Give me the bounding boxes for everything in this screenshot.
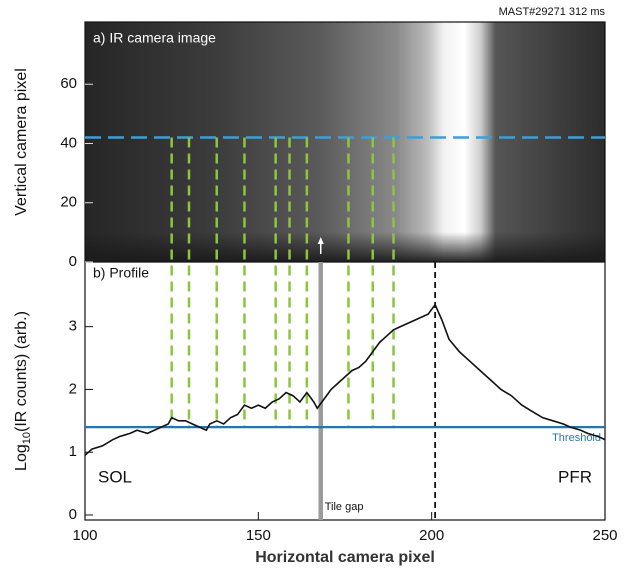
threshold-label: Threshold [552, 432, 601, 444]
y-axis-label-a: Vertical camera pixel [13, 68, 30, 216]
tile-gap-arrowhead [317, 237, 324, 244]
y-label-sub: 10 [21, 432, 33, 444]
panel-b-title: b) Profile [93, 265, 149, 281]
x-axis-label: Horizontal camera pixel [255, 549, 435, 566]
profile-line [84, 303, 606, 456]
y-tick-label: 0 [69, 506, 77, 523]
x-tick-label: 250 [592, 527, 617, 544]
pfr-label: PFR [558, 467, 592, 486]
y-tick-label: 1 [69, 443, 77, 460]
x-tick-label: 150 [246, 527, 271, 544]
y-label-rest: (IR counts) (arb.) [13, 311, 30, 432]
x-tick-label: 200 [419, 527, 444, 544]
y-axis-label-b: Log10(IR counts) (arb.) [13, 311, 33, 471]
tile-gap-label: Tile gap [325, 501, 364, 513]
y-label-base: Log [13, 444, 30, 471]
camera-floor [85, 232, 605, 262]
y-tick-label: 2 [69, 380, 77, 397]
y-tick-label: 0 [69, 253, 77, 270]
camera-image [85, 22, 605, 262]
y-tick-label: 20 [60, 194, 77, 211]
y-tick-label: 40 [60, 134, 77, 151]
sol-label: SOL [98, 467, 132, 486]
frame [84, 21, 606, 521]
y-tick-label: 60 [60, 75, 77, 92]
header: MAST#29271 312 ms [499, 6, 606, 18]
panel-a-title: a) IR camera image [93, 30, 216, 46]
y-tick-label: 3 [69, 318, 77, 335]
x-tick-label: 100 [72, 527, 97, 544]
